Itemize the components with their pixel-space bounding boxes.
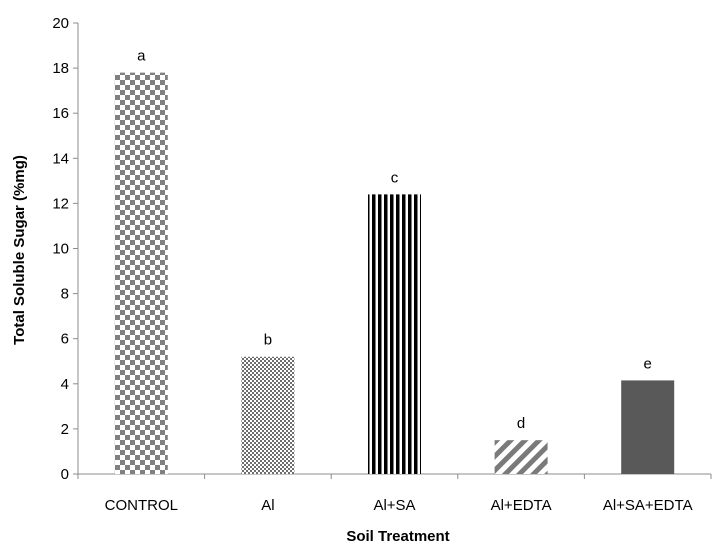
y-tick-label: 12	[52, 195, 69, 212]
bar-al-sa	[368, 194, 421, 474]
bars	[114, 72, 675, 475]
bar-al-sa-edta	[621, 380, 675, 474]
bar-significance-label: e	[644, 355, 652, 372]
bar-significance-label: a	[137, 48, 146, 65]
bar-labels: a b c d e	[137, 48, 652, 433]
y-axis: 0 2 4 6 8 10 12 14 16 18 20	[52, 15, 79, 483]
y-tick-label: 10	[52, 241, 69, 258]
bar-significance-label: b	[264, 332, 272, 349]
y-ticks: 0 2 4 6 8 10 12 14 16 18 20	[52, 15, 78, 483]
x-ticks	[77, 474, 712, 479]
bar-significance-label: d	[517, 415, 525, 432]
bar-control	[114, 72, 168, 475]
category-label: CONTROL	[105, 497, 178, 514]
bar-al	[241, 356, 295, 474]
y-tick-label: 16	[52, 105, 69, 122]
y-tick-label: 2	[61, 421, 69, 438]
x-axis-title: Soil Treatment	[346, 528, 449, 545]
bar-al-edta	[494, 440, 548, 474]
category-label: Al+SA	[373, 497, 415, 514]
y-tick-label: 18	[52, 60, 69, 77]
category-labels: CONTROL Al Al+SA Al+EDTA Al+SA+EDTA	[105, 497, 693, 514]
y-tick-label: 0	[61, 466, 69, 483]
y-axis-title: Total Soluble Sugar (%mg)	[11, 155, 28, 345]
bar-significance-label: c	[391, 169, 399, 186]
y-tick-label: 4	[61, 376, 69, 393]
x-axis	[77, 473, 712, 479]
category-label: Al	[261, 497, 274, 514]
y-tick-label: 14	[52, 150, 69, 167]
category-label: Al+SA+EDTA	[603, 497, 693, 514]
category-label: Al+EDTA	[491, 497, 552, 514]
y-tick-label: 8	[61, 286, 69, 303]
y-tick-label: 6	[61, 331, 69, 348]
y-tick-label: 20	[52, 15, 69, 32]
